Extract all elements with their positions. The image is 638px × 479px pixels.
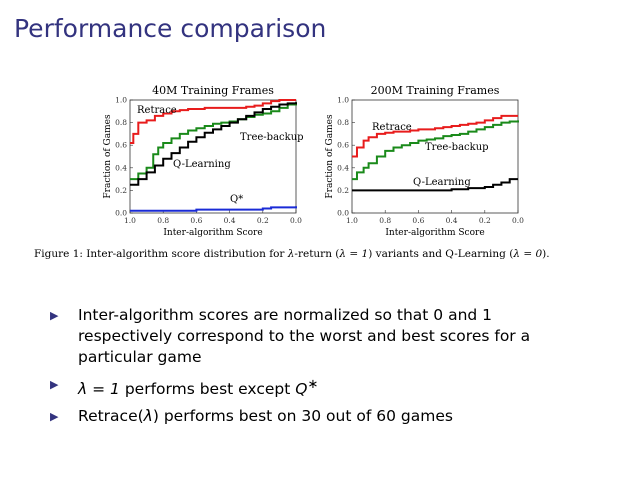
series-label-q-star: Q* bbox=[230, 194, 243, 205]
x-tick-label: 0.8 bbox=[157, 216, 169, 225]
series-label-tree-backup: Tree-backup bbox=[425, 142, 489, 153]
chart-40m: 40M Training Frames 1.0 0.8 0.6 0.4 0.2 0.0 0.0… bbox=[103, 84, 304, 238]
y-tick-label: 0.2 bbox=[337, 186, 349, 195]
figure-caption: Figure 1: Inter-algorithm score distribu… bbox=[34, 248, 550, 260]
y-tick-label: 0.4 bbox=[337, 163, 349, 172]
x-tick-label: 0.8 bbox=[379, 216, 391, 225]
bullet-item-lambda-one: ▶ λ = 1 performs best except Q∗ bbox=[46, 374, 586, 400]
y-tick-label: 0.4 bbox=[115, 163, 127, 172]
y-tick-label: 1.0 bbox=[115, 96, 127, 105]
x-tick-label: 0.6 bbox=[190, 216, 202, 225]
y-tick-label: 1.0 bbox=[337, 96, 349, 105]
x-tick-label: 0.0 bbox=[512, 216, 524, 225]
series-label-retrace: Retrace bbox=[137, 105, 177, 116]
x-tick-label: 0.0 bbox=[290, 216, 302, 225]
x-axis-label: Inter-algorithm Score bbox=[163, 228, 262, 238]
series-line-retrace bbox=[352, 114, 518, 158]
plot-frame bbox=[129, 99, 297, 214]
bullet-marker-icon: ▶ bbox=[50, 378, 59, 391]
series-label-q-learning: Q-Learning bbox=[413, 177, 471, 188]
x-tick-label: 1.0 bbox=[346, 216, 358, 225]
y-tick-label: 0.8 bbox=[115, 118, 127, 127]
series-label-retrace: Retrace bbox=[372, 122, 412, 133]
series-label-tree-backup: Tree-backup bbox=[240, 132, 304, 143]
bullet-marker-icon: ▶ bbox=[50, 410, 59, 424]
y-tick-label: 0.2 bbox=[115, 186, 127, 195]
x-tick-label: 0.4 bbox=[446, 216, 458, 225]
x-tick-label: 1.0 bbox=[124, 216, 136, 225]
x-tick-label: 0.2 bbox=[257, 216, 269, 225]
series-label-q-learning: Q-Learning bbox=[173, 159, 231, 170]
x-tick-label: 0.4 bbox=[224, 216, 236, 225]
page-title: Performance comparison bbox=[14, 14, 327, 43]
series-line-q-star bbox=[130, 206, 297, 212]
x-tick-label: 0.2 bbox=[479, 216, 491, 225]
y-tick-label: 0.0 bbox=[337, 209, 349, 218]
bullet-item-normalization: ▶ Inter-algorithm scores are normalized … bbox=[50, 306, 531, 366]
x-tick-label: 0.6 bbox=[412, 216, 424, 225]
chart-title: 40M Training Frames bbox=[152, 84, 274, 97]
bullet-item-retrace: ▶ Retrace(λ) performs best on 30 out of … bbox=[50, 407, 453, 426]
series-line-q-learning bbox=[130, 102, 297, 186]
x-axis-label: Inter-algorithm Score bbox=[385, 228, 484, 238]
bullet-marker-icon: ▶ bbox=[50, 309, 59, 322]
series-line-tree-backup bbox=[352, 120, 519, 181]
chart-200m: 200M Training Frames 1.0 0.8 0.6 0.4 0.2 0.0 0.… bbox=[325, 84, 524, 238]
series-line-tree-backup bbox=[130, 102, 297, 181]
y-tick-label: 0.6 bbox=[337, 141, 349, 150]
math-q-star: Q∗ bbox=[295, 377, 319, 399]
y-tick-label: 0.8 bbox=[337, 118, 349, 127]
series-line-retrace bbox=[130, 99, 296, 144]
chart-title: 200M Training Frames bbox=[371, 84, 500, 97]
y-axis-label: Fraction of Games bbox=[103, 114, 113, 199]
math-lambda-eq-1: λ = 1 bbox=[78, 380, 120, 399]
bullet-list: ▶ Inter-algorithm scores are normalized … bbox=[46, 305, 586, 433]
y-tick-label: 0.6 bbox=[115, 141, 127, 150]
y-axis-label: Fraction of Games bbox=[325, 114, 335, 199]
series-line-q-learning bbox=[352, 178, 518, 192]
y-tick-label: 0.0 bbox=[115, 209, 127, 218]
